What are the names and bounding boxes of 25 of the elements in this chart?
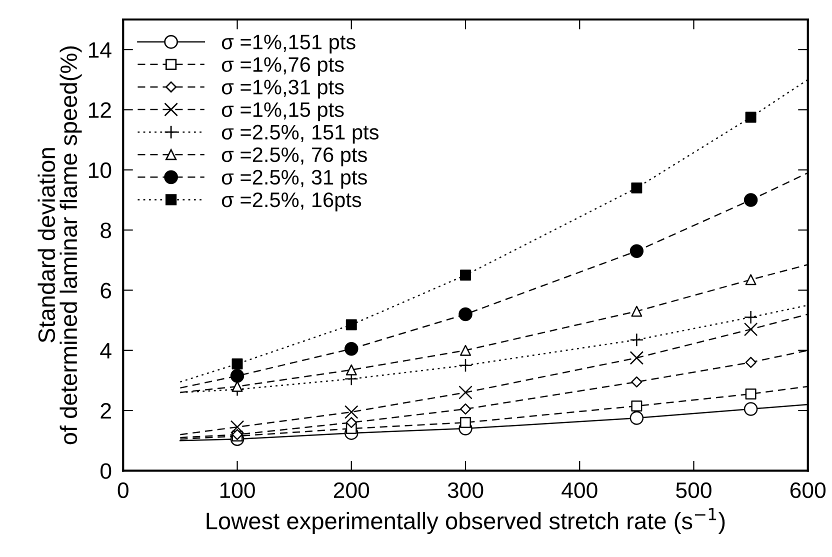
legend-label: σ =2.5%, 151 pts: [222, 124, 379, 144]
legend-label: σ =2.5%, 76 pts: [222, 147, 367, 166]
x-axis-title: Lowest experimentally observed stretch rate (s$^{−1}$): [206, 508, 725, 534]
legend-label: σ =1%,151 pts: [222, 34, 356, 54]
y-tick-label: 0: [100, 463, 112, 479]
x-tick-label: 300: [448, 482, 484, 498]
x-tick-label: 200: [334, 482, 370, 498]
y-tick-label: 10: [89, 162, 112, 178]
x-tick-label: 0: [118, 482, 128, 498]
legend-label: σ =2.5%, 31 pts: [222, 170, 367, 189]
y-tick-label: 12: [89, 102, 111, 118]
y-tick-label: 6: [100, 282, 112, 298]
legend-label: σ =1%,76 pts: [222, 57, 344, 76]
x-tick-label: 100: [220, 482, 255, 498]
y-tick-label: 14: [89, 42, 112, 58]
x-tick-label: 400: [562, 482, 598, 498]
y-tick-label: 4: [100, 343, 112, 358]
x-tick-label: 600: [790, 482, 826, 498]
x-tick-label: 500: [676, 482, 712, 498]
legend-label: σ =1%,15 pts: [222, 102, 344, 122]
y-axis-title: Standard deviation of determined laminar flame speed(%): [38, 46, 82, 444]
y-tick-label: 2: [100, 403, 111, 419]
legend-label: σ =1%,31 pts: [222, 80, 344, 99]
legend-label: σ =2.5%, 16pts: [222, 192, 362, 212]
y-tick-label: 8: [100, 222, 112, 238]
